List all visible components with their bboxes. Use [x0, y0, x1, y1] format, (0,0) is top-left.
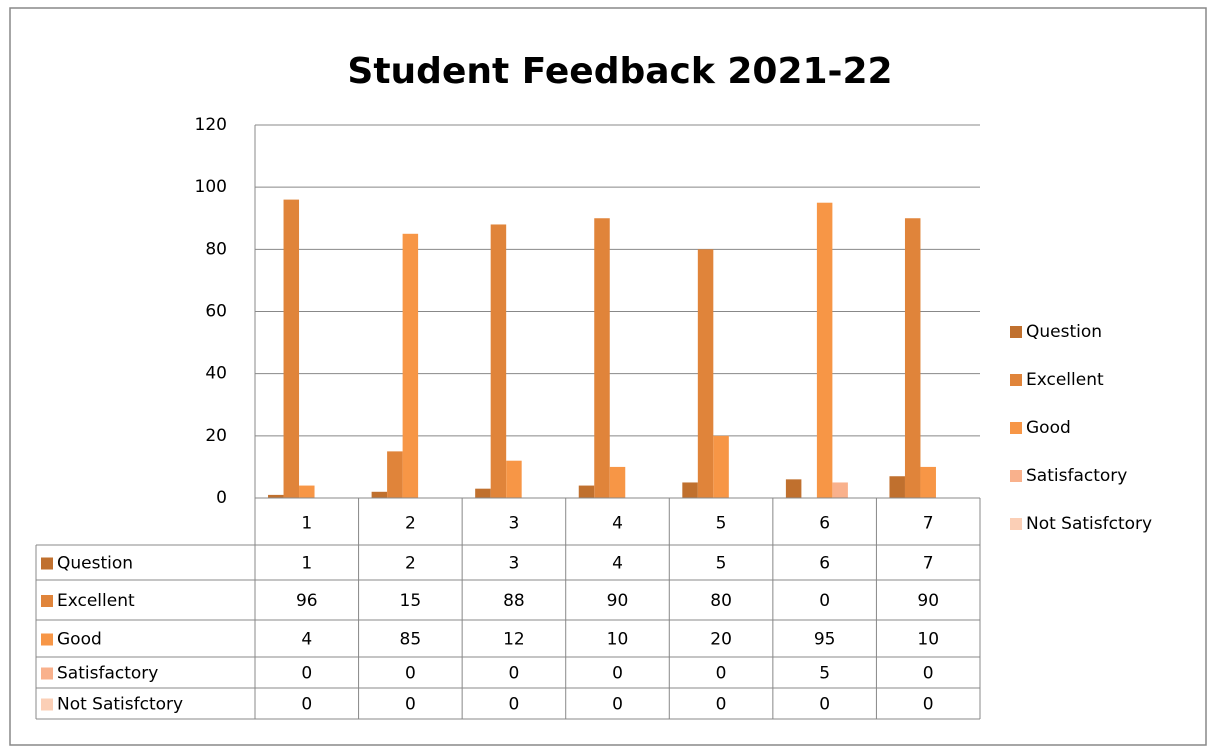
legend-label: Good: [1026, 418, 1071, 438]
table-cell: 88: [503, 591, 525, 611]
bar: [889, 476, 905, 498]
y-tick-label: 100: [195, 177, 227, 197]
x-tick-label: 2: [405, 514, 416, 534]
table-cell: 0: [301, 695, 312, 715]
y-tick-label: 20: [205, 426, 227, 446]
x-tick-label: 6: [819, 514, 830, 534]
bar: [578, 485, 595, 498]
legend-key: [1010, 422, 1022, 434]
table-cell: 80: [710, 591, 732, 611]
table-legend-key: [41, 698, 53, 711]
table-cell: 0: [819, 695, 830, 715]
y-tick-label: 120: [195, 115, 227, 135]
bar: [713, 435, 729, 498]
table-cell: 3: [509, 554, 520, 574]
chart-title: Student Feedback 2021-22: [347, 51, 892, 92]
legend-key: [1010, 374, 1022, 386]
table-cell: 95: [814, 630, 836, 650]
table-cell: 96: [296, 591, 318, 611]
bar: [816, 202, 833, 499]
legend-key: [1010, 326, 1022, 338]
table-cell: 20: [710, 630, 732, 650]
table-row-label: Excellent: [57, 591, 135, 611]
bar: [682, 482, 698, 498]
table-cell: 4: [301, 630, 312, 650]
table-legend-key: [41, 633, 53, 646]
x-tick-label: 7: [923, 514, 934, 534]
table-legend-key: [41, 667, 53, 680]
y-tick-label: 40: [205, 364, 227, 384]
table-legend-key: [41, 595, 53, 607]
table-cell: 0: [716, 664, 727, 684]
table-cell: 5: [716, 554, 727, 574]
table-row-label: Good: [57, 630, 102, 650]
bar: [475, 488, 491, 498]
bar: [268, 494, 284, 498]
bar: [506, 460, 522, 498]
bar: [594, 218, 610, 498]
table-cell: 10: [917, 630, 939, 650]
y-tick-label: 60: [205, 302, 227, 322]
bar: [283, 199, 300, 498]
y-tick-label: 80: [205, 239, 227, 259]
table-cell: 12: [503, 630, 525, 650]
legend-key: [1010, 470, 1022, 482]
bar: [785, 479, 802, 498]
x-tick-label: 1: [301, 514, 312, 534]
table-cell: 0: [612, 695, 623, 715]
legend-label: Not Satisfctory: [1026, 514, 1152, 534]
y-tick-label: 0: [216, 488, 227, 508]
table-cell: 0: [923, 695, 934, 715]
table-cell: 0: [819, 591, 830, 611]
bar: [697, 249, 714, 498]
legend-label: Question: [1026, 322, 1102, 342]
bar: [920, 466, 936, 498]
table-cell: 6: [819, 554, 830, 574]
table-cell: 90: [607, 591, 629, 611]
table-cell: 15: [400, 591, 422, 611]
legend-label: Excellent: [1026, 370, 1104, 390]
bar: [832, 482, 848, 498]
table-cell: 0: [923, 664, 934, 684]
table-cell: 90: [917, 591, 939, 611]
bar: [387, 451, 403, 498]
table-cell: 2: [405, 554, 416, 574]
table-cell: 85: [400, 630, 422, 650]
table-cell: 0: [405, 664, 416, 684]
legend-label: Satisfactory: [1026, 466, 1127, 486]
bar: [371, 491, 388, 498]
x-tick-label: 3: [509, 514, 520, 534]
table-row-label: Satisfactory: [57, 664, 158, 684]
table-cell: 5: [819, 664, 830, 684]
table-cell: 0: [716, 695, 727, 715]
bar: [402, 233, 419, 498]
table-cell: 0: [509, 695, 520, 715]
table-row-label: Question: [57, 554, 133, 574]
table-cell: 4: [612, 554, 623, 574]
table-legend-key: [41, 557, 53, 570]
table-cell: 10: [607, 630, 629, 650]
table-cell: 0: [612, 664, 623, 684]
table-cell: 0: [301, 664, 312, 684]
table-cell: 0: [405, 695, 416, 715]
table-row-label: Not Satisfctory: [57, 695, 183, 715]
x-tick-label: 4: [612, 514, 623, 534]
bar: [490, 224, 507, 498]
table-cell: 1: [301, 554, 312, 574]
table-cell: 7: [923, 554, 934, 574]
legend-key: [1010, 518, 1022, 530]
bar: [609, 466, 626, 498]
x-tick-label: 5: [716, 514, 727, 534]
bar: [904, 218, 921, 498]
table-cell: 0: [509, 664, 520, 684]
bar: [299, 485, 315, 498]
